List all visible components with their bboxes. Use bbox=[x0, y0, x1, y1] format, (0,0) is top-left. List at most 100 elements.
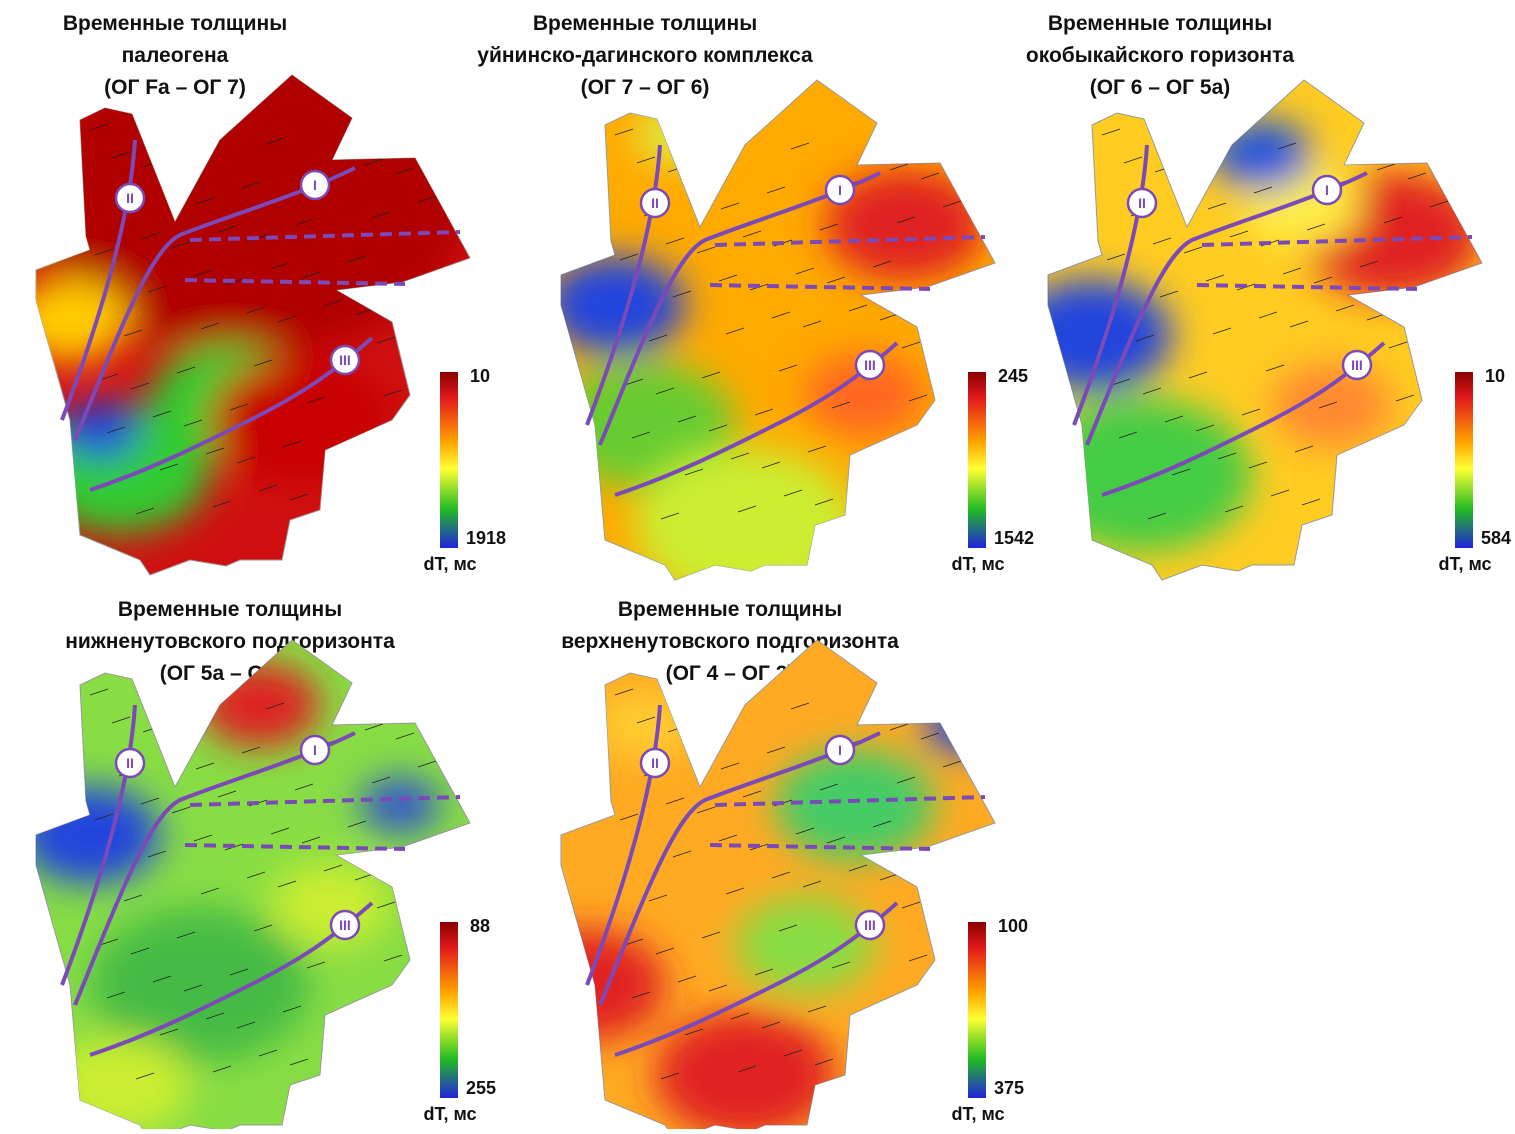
fracture bbox=[389, 515, 407, 521]
fracture bbox=[1324, 527, 1342, 533]
fracture bbox=[938, 1036, 956, 1042]
panel-title: Временные толщины bbox=[1048, 12, 1272, 35]
fracture bbox=[1420, 351, 1438, 357]
colorbar-min: 375 bbox=[994, 1078, 1024, 1098]
fracture bbox=[1201, 150, 1219, 156]
fault-label: I bbox=[313, 742, 317, 758]
colorbar-unit: dT, мс bbox=[1438, 554, 1491, 574]
fracture bbox=[312, 522, 330, 528]
panel-title: (ОГ Fa – ОГ 7) bbox=[104, 76, 246, 99]
fracture bbox=[885, 999, 903, 1005]
fracture bbox=[690, 194, 708, 200]
fracture bbox=[401, 293, 419, 299]
fracture bbox=[336, 478, 354, 484]
colorbar-min: 255 bbox=[466, 1078, 496, 1098]
map-zone bbox=[595, 690, 695, 760]
fault-label: II bbox=[651, 755, 659, 771]
map-zone bbox=[635, 107, 715, 163]
fracture bbox=[189, 145, 207, 151]
fracture bbox=[1372, 439, 1390, 445]
fracture bbox=[1425, 476, 1443, 482]
panel-title: (ОГ 6 – ОГ 5а) bbox=[1090, 76, 1231, 99]
fracture bbox=[336, 1043, 354, 1049]
map: IIIIII bbox=[545, 80, 995, 602]
colorbar bbox=[440, 922, 458, 1098]
colorbar bbox=[440, 372, 458, 548]
colorbar bbox=[968, 922, 986, 1098]
fracture bbox=[933, 911, 951, 917]
colorbar-unit: dT, мс bbox=[951, 1104, 1004, 1124]
fault-label: II bbox=[651, 195, 659, 211]
fracture bbox=[1413, 298, 1431, 304]
map-zone bbox=[635, 448, 855, 602]
map: IIIIII bbox=[505, 640, 1005, 1129]
map-zone bbox=[210, 357, 390, 483]
panel-title: верхненутовского подгоризонта bbox=[561, 630, 899, 653]
colorbar-min: 1542 bbox=[994, 528, 1034, 548]
colorbar-max: 245 bbox=[998, 366, 1028, 386]
panel-title: (ОГ 7 – ОГ 6) bbox=[581, 76, 710, 99]
fracture bbox=[360, 434, 378, 440]
fracture bbox=[837, 527, 855, 533]
fracture bbox=[938, 476, 956, 482]
colorbar-min: 1918 bbox=[466, 528, 506, 548]
panel-title: Временные толщины bbox=[63, 12, 287, 35]
panel-title: Временные толщины bbox=[533, 12, 757, 35]
colorbar bbox=[968, 372, 986, 548]
map-blobs bbox=[10, 46, 470, 533]
fracture bbox=[885, 439, 903, 445]
colorbar-min: 584 bbox=[1481, 528, 1511, 548]
fracture bbox=[1348, 483, 1366, 489]
map-zone bbox=[20, 786, 160, 884]
fracture bbox=[413, 1036, 431, 1042]
fracture bbox=[914, 520, 932, 526]
fracture bbox=[408, 911, 426, 917]
fracture bbox=[401, 858, 419, 864]
fault-label: I bbox=[838, 182, 842, 198]
colorbar-max: 88 bbox=[470, 916, 490, 936]
fracture bbox=[926, 298, 944, 304]
panel-title: палеогена bbox=[122, 44, 229, 67]
fracture bbox=[837, 1087, 855, 1093]
panel-title: Временные толщины bbox=[118, 598, 342, 621]
colorbar-max: 100 bbox=[998, 916, 1028, 936]
fault-label: II bbox=[1138, 195, 1146, 211]
fault-label: II bbox=[126, 755, 134, 771]
fracture bbox=[165, 754, 183, 760]
map-zone bbox=[545, 256, 685, 354]
map-zone bbox=[1032, 398, 1252, 552]
fracture bbox=[861, 1043, 879, 1049]
fracture bbox=[189, 710, 207, 716]
fracture bbox=[408, 346, 426, 352]
map-zone bbox=[735, 896, 875, 994]
fault-label: I bbox=[313, 177, 317, 193]
map-zone bbox=[360, 777, 440, 833]
fracture bbox=[1177, 194, 1195, 200]
colorbar bbox=[1455, 372, 1473, 548]
fracture bbox=[714, 150, 732, 156]
panel-title: уйнинско-дагинского комплекса bbox=[477, 44, 813, 67]
colorbar-unit: dT, мс bbox=[951, 554, 1004, 574]
fault-label: I bbox=[838, 742, 842, 758]
map-zone bbox=[1272, 363, 1392, 447]
colorbar-max: 10 bbox=[470, 366, 490, 386]
fault-label: III bbox=[864, 357, 876, 373]
colorbar-unit: dT, мс bbox=[423, 1104, 476, 1124]
fracture bbox=[861, 483, 879, 489]
panel-title: Временные толщины bbox=[618, 598, 842, 621]
fracture bbox=[312, 1087, 330, 1093]
fault-label: II bbox=[126, 190, 134, 206]
figure: Временные толщины палеогена (ОГ Fa – ОГ 7)… bbox=[0, 0, 1515, 1129]
fault-label: III bbox=[1351, 357, 1363, 373]
map-zone bbox=[1212, 120, 1312, 190]
fracture bbox=[690, 754, 708, 760]
fault-label: III bbox=[864, 917, 876, 933]
panel-title: окобыкайского горизонта bbox=[1026, 44, 1295, 67]
fracture bbox=[933, 351, 951, 357]
map-zone bbox=[925, 697, 1005, 753]
fracture bbox=[413, 471, 431, 477]
fracture bbox=[914, 1080, 932, 1086]
